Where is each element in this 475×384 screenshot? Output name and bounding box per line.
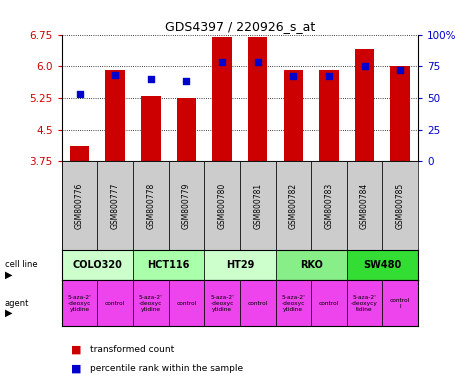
Bar [169, 161, 204, 250]
Bar [382, 280, 418, 326]
Text: GSM800783: GSM800783 [324, 182, 333, 228]
Text: GSM800782: GSM800782 [289, 182, 298, 228]
Bar [311, 280, 347, 326]
Bar [204, 161, 240, 250]
Bar [141, 96, 161, 161]
Text: ▶: ▶ [5, 270, 12, 280]
Text: GSM800784: GSM800784 [360, 182, 369, 228]
Text: ▶: ▶ [5, 308, 12, 318]
Text: GSM800780: GSM800780 [218, 182, 227, 228]
Bar [62, 280, 97, 326]
Text: percentile rank within the sample: percentile rank within the sample [90, 364, 243, 373]
Text: control: control [105, 301, 125, 306]
Bar [240, 161, 276, 250]
Text: control: control [176, 301, 197, 306]
Text: 5-aza-2'
-deoxycy
tidine: 5-aza-2' -deoxycy tidine [351, 295, 378, 312]
Bar [204, 250, 276, 280]
Text: HT29: HT29 [226, 260, 254, 270]
Text: agent: agent [5, 299, 29, 308]
Point [111, 72, 119, 78]
Title: GDS4397 / 220926_s_at: GDS4397 / 220926_s_at [165, 20, 315, 33]
Text: control: control [247, 301, 268, 306]
Text: GSM800779: GSM800779 [182, 182, 191, 228]
Bar [311, 161, 347, 250]
Text: control
l: control l [390, 298, 410, 309]
Point [182, 78, 190, 84]
Point [289, 73, 297, 79]
Bar [62, 161, 97, 250]
Bar [347, 250, 418, 280]
Bar [382, 161, 418, 250]
Text: GSM800785: GSM800785 [396, 182, 405, 228]
Text: 5-aza-2'
-deoxyc
ytidine: 5-aza-2' -deoxyc ytidine [67, 295, 92, 312]
Text: GSM800776: GSM800776 [75, 182, 84, 228]
Bar [177, 98, 196, 161]
Bar [133, 250, 204, 280]
Text: cell line: cell line [5, 260, 38, 270]
Text: GSM800777: GSM800777 [111, 182, 120, 228]
Point [147, 76, 155, 82]
Text: transformed count: transformed count [90, 345, 174, 354]
Bar [133, 280, 169, 326]
Text: RKO: RKO [300, 260, 323, 270]
Text: 5-aza-2'
-deoxyc
ytidine: 5-aza-2' -deoxyc ytidine [139, 295, 163, 312]
Bar [284, 71, 303, 161]
Text: HCT116: HCT116 [147, 260, 190, 270]
Bar [204, 280, 240, 326]
Bar [133, 161, 169, 250]
Bar [105, 71, 125, 161]
Text: ■: ■ [71, 364, 82, 374]
Text: COLO320: COLO320 [72, 260, 123, 270]
Bar [240, 280, 276, 326]
Bar [212, 37, 232, 161]
Text: 5-aza-2'
-deoxyc
ytidine: 5-aza-2' -deoxyc ytidine [281, 295, 305, 312]
Text: GSM800778: GSM800778 [146, 182, 155, 228]
Point [254, 60, 261, 66]
Text: GSM800781: GSM800781 [253, 182, 262, 228]
Bar [319, 71, 339, 161]
Text: 5-aza-2'
-deoxyc
ytidine: 5-aza-2' -deoxyc ytidine [210, 295, 234, 312]
Bar [97, 280, 133, 326]
Bar [390, 66, 410, 161]
Bar [355, 50, 374, 161]
Bar [248, 37, 267, 161]
Point [218, 60, 226, 66]
Bar [276, 161, 311, 250]
Point [396, 67, 404, 73]
Bar [62, 250, 133, 280]
Point [361, 63, 369, 70]
Bar [276, 280, 311, 326]
Bar [97, 161, 133, 250]
Point [76, 91, 84, 97]
Text: ■: ■ [71, 344, 82, 354]
Text: control: control [319, 301, 339, 306]
Bar [347, 280, 382, 326]
Text: SW480: SW480 [363, 260, 401, 270]
Bar [70, 147, 89, 161]
Bar [169, 280, 204, 326]
Bar [347, 161, 382, 250]
Bar [276, 250, 347, 280]
Point [325, 73, 332, 79]
